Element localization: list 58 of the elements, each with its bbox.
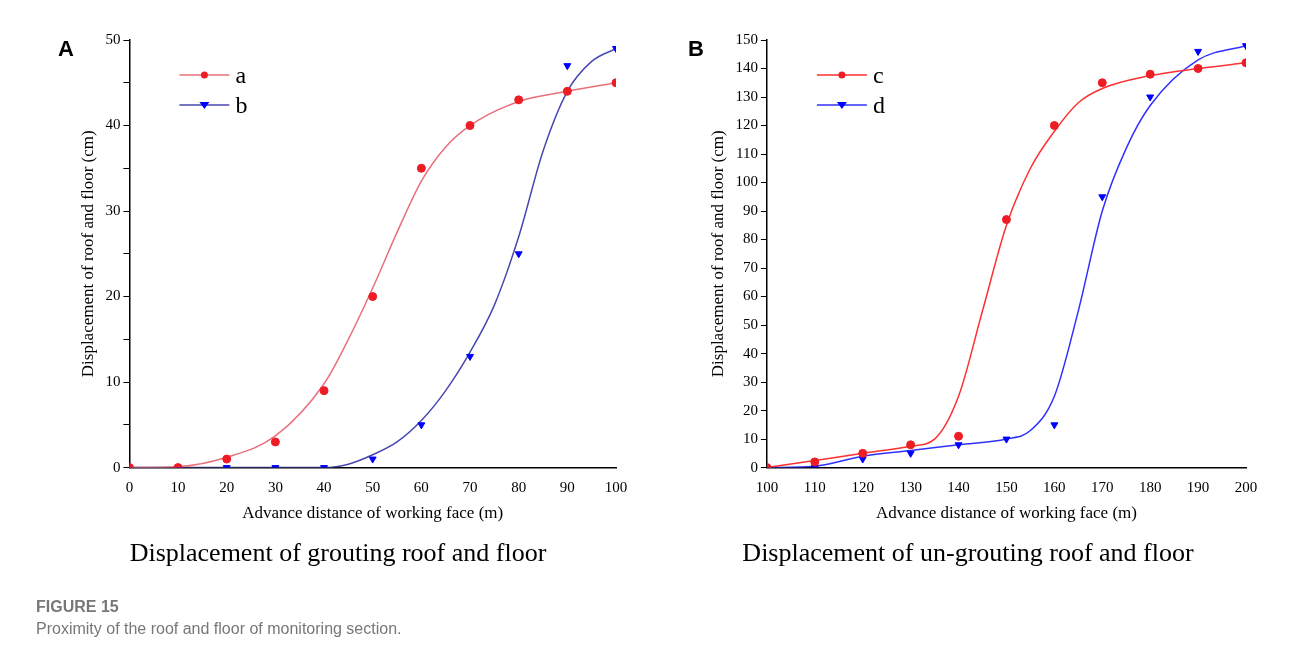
x-tick-label: 110 bbox=[803, 478, 826, 495]
x-tick-label: 80 bbox=[511, 478, 527, 495]
text: Proximity of the roof and floor of monitoring section. bbox=[36, 620, 402, 638]
x-tick-label: 100 bbox=[604, 478, 628, 495]
y-tick-label: 20 bbox=[742, 401, 758, 418]
x-tick-label: 70 bbox=[462, 478, 478, 495]
y-tick-label: 0 bbox=[750, 458, 758, 475]
y-tick-label: 10 bbox=[742, 430, 758, 447]
y-tick-label: 40 bbox=[742, 344, 758, 361]
legend-label: b bbox=[235, 92, 248, 119]
x-tick-label: 50 bbox=[365, 478, 381, 495]
y-tick-label: 30 bbox=[742, 373, 758, 390]
x-tick-label: 170 bbox=[1091, 478, 1114, 495]
y-tick-label: 20 bbox=[105, 287, 121, 304]
y-tick-label: 50 bbox=[742, 316, 758, 332]
x-tick-label: 0 bbox=[125, 478, 134, 495]
y-tick-label: 10 bbox=[105, 373, 121, 390]
chart-title: B bbox=[688, 36, 704, 62]
x-tick-label: 130 bbox=[899, 478, 922, 495]
x-tick-label: 150 bbox=[995, 478, 1018, 495]
y-tick-label: 40 bbox=[105, 116, 121, 133]
y-axis-title: Displacement of roof and floor (cm) bbox=[77, 130, 97, 378]
y-tick-label: 30 bbox=[105, 201, 121, 218]
x-tick-label: 40 bbox=[316, 478, 332, 495]
x-tick-label: 60 bbox=[413, 478, 429, 495]
x-tick-label: 140 bbox=[947, 478, 970, 495]
y-tick-label: 140 bbox=[735, 59, 758, 76]
y-tick-label: 60 bbox=[742, 287, 758, 304]
chart-title: A bbox=[58, 36, 74, 62]
legend-label: a bbox=[235, 62, 247, 89]
x-tick-label: 160 bbox=[1043, 478, 1066, 495]
x-tick-label: 200 bbox=[1234, 478, 1258, 495]
x-tick-label: 20 bbox=[219, 478, 235, 495]
y-axis-title: Displacement of roof and floor (cm) bbox=[707, 130, 727, 378]
x-tick-label: 120 bbox=[851, 478, 874, 495]
x-tick-label: 10 bbox=[170, 478, 186, 495]
x-tick-label: 30 bbox=[267, 478, 283, 495]
text: Displacement of grouting roof and floor bbox=[128, 538, 548, 568]
y-tick-label: 50 bbox=[105, 30, 121, 47]
caption: FIGURE 15 bbox=[36, 598, 120, 616]
x-axis-title: Advance distance of working face (m) bbox=[242, 503, 504, 523]
y-tick-label: 130 bbox=[735, 87, 758, 104]
y-tick-label: 80 bbox=[742, 230, 758, 247]
legend-label: c bbox=[872, 62, 884, 89]
y-tick-label: 150 bbox=[735, 30, 758, 47]
x-tick-label: 180 bbox=[1138, 478, 1162, 495]
x-tick-label: 100 bbox=[755, 478, 779, 495]
y-tick-label: 120 bbox=[735, 116, 758, 133]
y-tick-label: 110 bbox=[735, 144, 758, 161]
y-tick-label: 90 bbox=[742, 201, 758, 218]
x-tick-label: 90 bbox=[559, 478, 575, 495]
y-tick-label: 0 bbox=[112, 458, 121, 475]
y-tick-label: 70 bbox=[742, 258, 758, 275]
x-axis-title: Advance distance of working face (m) bbox=[875, 503, 1137, 523]
text: Displacement of un-grouting roof and floor bbox=[741, 538, 1195, 568]
legend-label: d bbox=[872, 92, 885, 119]
x-tick-label: 190 bbox=[1186, 478, 1210, 495]
y-tick-label: 100 bbox=[735, 173, 758, 190]
